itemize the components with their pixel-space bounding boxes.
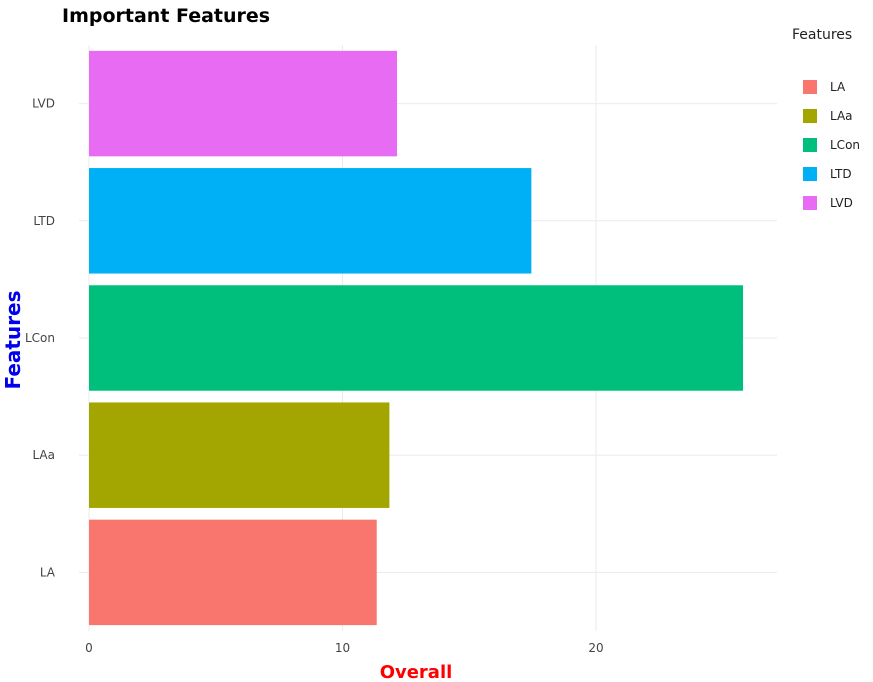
legend-title: Features [792,27,852,43]
legend-swatch-ltd [803,167,817,181]
y-tick-label: LTD [33,214,55,228]
bar-lvd [89,50,398,157]
bar-laa [89,402,390,508]
y-axis-label: Features [1,290,25,389]
y-tick-label: LCon [25,331,55,345]
legend-label-lcon: LCon [830,138,860,152]
legend-label-laa: LAa [830,109,853,123]
legend-swatch-lcon [803,138,817,152]
bar-lcon [89,285,744,391]
legend-label-ltd: LTD [830,167,852,181]
legend-swatch-la [803,80,817,94]
x-tick-label: 20 [588,641,603,655]
y-tick-label: LAa [32,448,55,462]
legend: Features LA LAa LCon LTD LVD [792,27,860,210]
y-tick-labels: LA LAa LCon LTD LVD [25,97,56,580]
legend-swatch-lvd [803,196,817,210]
x-tick-label: 10 [335,641,350,655]
y-tick-label: LVD [32,97,55,111]
legend-label-lvd: LVD [830,196,853,210]
legend-label-la: LA [830,80,846,94]
x-tick-labels: 0 10 20 [85,641,603,655]
bar-ltd [89,168,532,274]
bars [89,50,744,626]
x-axis-label: Overall [380,662,453,682]
legend-swatch-laa [803,109,817,123]
bar-la [89,519,377,626]
legend-items: LA LAa LCon LTD LVD [803,80,860,210]
chart-title: Important Features [62,5,270,27]
x-tick-label: 0 [85,641,93,655]
y-tick-label: LA [40,565,56,579]
